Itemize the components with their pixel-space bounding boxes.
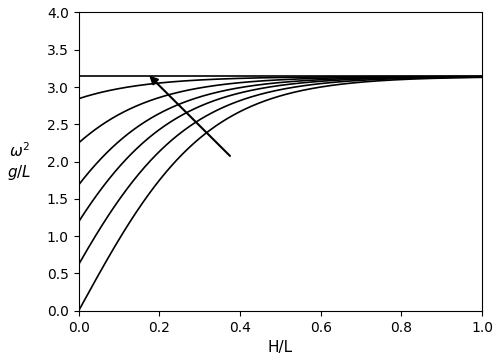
X-axis label: H/L: H/L [268, 340, 293, 355]
Y-axis label: $\omega^2$
$g/L$: $\omega^2$ $g/L$ [7, 142, 32, 182]
